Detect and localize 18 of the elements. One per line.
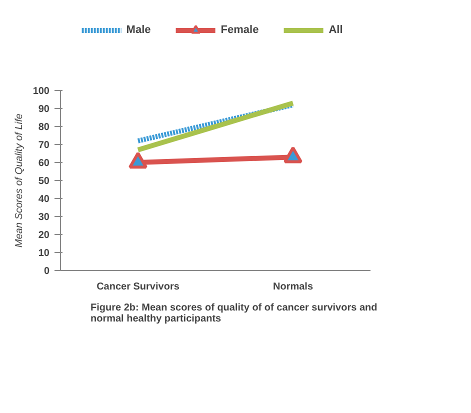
legend-label: Female	[220, 24, 259, 36]
y-tick-label: 100	[32, 86, 50, 97]
y-tick-label: 60	[38, 158, 50, 169]
y-tick-label: 70	[38, 140, 50, 151]
y-tick-label: 0	[44, 266, 50, 277]
y-tick-label: 10	[38, 248, 50, 259]
y-tick-label: 80	[38, 122, 50, 133]
y-tick-label: 90	[38, 104, 50, 115]
x-tick-label: Normals	[272, 282, 314, 292]
y-tick-label: 30	[38, 212, 50, 223]
legend-label: Male	[126, 24, 151, 36]
x-tick-label: Cancer Survivors	[96, 282, 180, 292]
caption: Figure 2b: Mean scores of quality of of cancer survivors and normal healthy participants	[90, 302, 378, 324]
y-tick-label: 40	[38, 194, 50, 205]
legend-label: All	[328, 24, 344, 36]
y-tick-label: 50	[38, 176, 50, 187]
y-axis-title: Mean Scores of Quality of Life	[14, 113, 25, 248]
y-tick-label: 20	[38, 230, 50, 241]
